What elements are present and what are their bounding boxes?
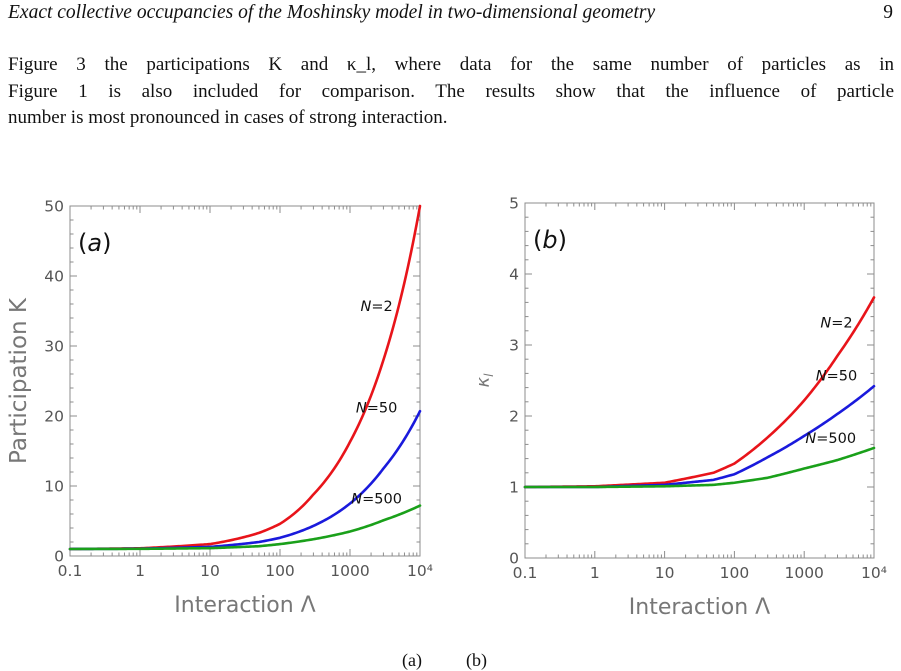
y-tick-label: 10: [44, 478, 64, 496]
series-label-N-50: N=50: [356, 401, 397, 417]
series-label-N-50: N=50: [816, 369, 857, 385]
x-tick-label: 10: [200, 562, 220, 580]
page-number: 9: [883, 2, 893, 23]
series-line-N-50: [68, 409, 422, 551]
x-tick-label: 1: [590, 564, 600, 582]
x-tick-label: 1: [135, 562, 145, 580]
series-label-N-500: N=500: [805, 431, 856, 447]
x-tick-label: 10⁴: [861, 564, 887, 582]
y-tick-label: 40: [44, 268, 64, 286]
panel-label: (a): [78, 229, 111, 257]
x-tick-label: 100: [265, 562, 295, 580]
x-tick-label: 1000: [330, 562, 369, 580]
y-axis-label: κl: [473, 373, 496, 388]
y-tick-label: 2: [509, 408, 519, 426]
paragraph-line-2: Figure 1 is also included for comparison…: [8, 80, 894, 102]
x-tick-label: 10: [655, 564, 675, 582]
series-line-N-500: [68, 504, 422, 551]
panel-label: (b): [533, 226, 567, 254]
chart-panel-a: 0 10 20 30 40 50 0.1 1 10 100 1000 10⁴ Interaction Λ…: [6, 198, 433, 619]
running-header: Exact collective occupancies of the Mosh…: [8, 2, 893, 28]
paragraph-line-1: Figure 3 the participations K and κ_l, w…: [8, 54, 894, 75]
series-label-N-2: N=2: [360, 299, 392, 315]
series-label-N-500: N=500: [351, 492, 402, 508]
body-paragraph: Figure 3 the participations K and κ_l, w…: [8, 52, 894, 132]
caption-label-b: (b): [466, 650, 487, 670]
x-tick-label: 10⁴: [407, 562, 433, 580]
x-tick-label: 1000: [784, 564, 823, 582]
running-title: Exact collective occupancies of the Mosh…: [8, 2, 656, 23]
y-tick-label: 5: [509, 195, 519, 213]
x-tick-label: 100: [720, 564, 750, 582]
plot-frame: [69, 205, 421, 557]
figure-3: 0 10 20 30 40 50 0.1 1 10 100 1000 10⁴ Interaction Λ…: [0, 190, 901, 630]
plot-frame: [524, 202, 875, 559]
x-axis-label: Interaction Λ: [629, 595, 770, 620]
y-axis-label: Participation K: [6, 297, 32, 464]
figure-caption: (a) (b): [318, 630, 618, 670]
chart-panel-b: 0 1 2 3 4 5 0.1 1 10 100 1000 10⁴ Interaction Λ κl (b)…: [473, 195, 887, 621]
y-tick-label: 0: [54, 548, 64, 566]
y-tick-label: 20: [44, 408, 64, 426]
series-label-N-2: N=2: [820, 315, 852, 331]
y-tick-label: 30: [44, 338, 64, 356]
series-line-N-500: [523, 446, 876, 489]
caption-label-a: (a): [402, 650, 422, 670]
x-tick-label: 0.1: [58, 562, 83, 580]
y-tick-label: 50: [44, 198, 64, 216]
x-tick-label: 0.1: [513, 564, 538, 582]
y-tick-label: 3: [509, 337, 519, 355]
x-axis-label: Interaction Λ: [174, 593, 315, 618]
y-tick-label: 4: [509, 266, 519, 284]
paragraph-line-3: number is most pronounced in cases of st…: [8, 107, 448, 128]
y-tick-label: 1: [509, 479, 519, 497]
y-tick-label: 0: [509, 550, 519, 568]
